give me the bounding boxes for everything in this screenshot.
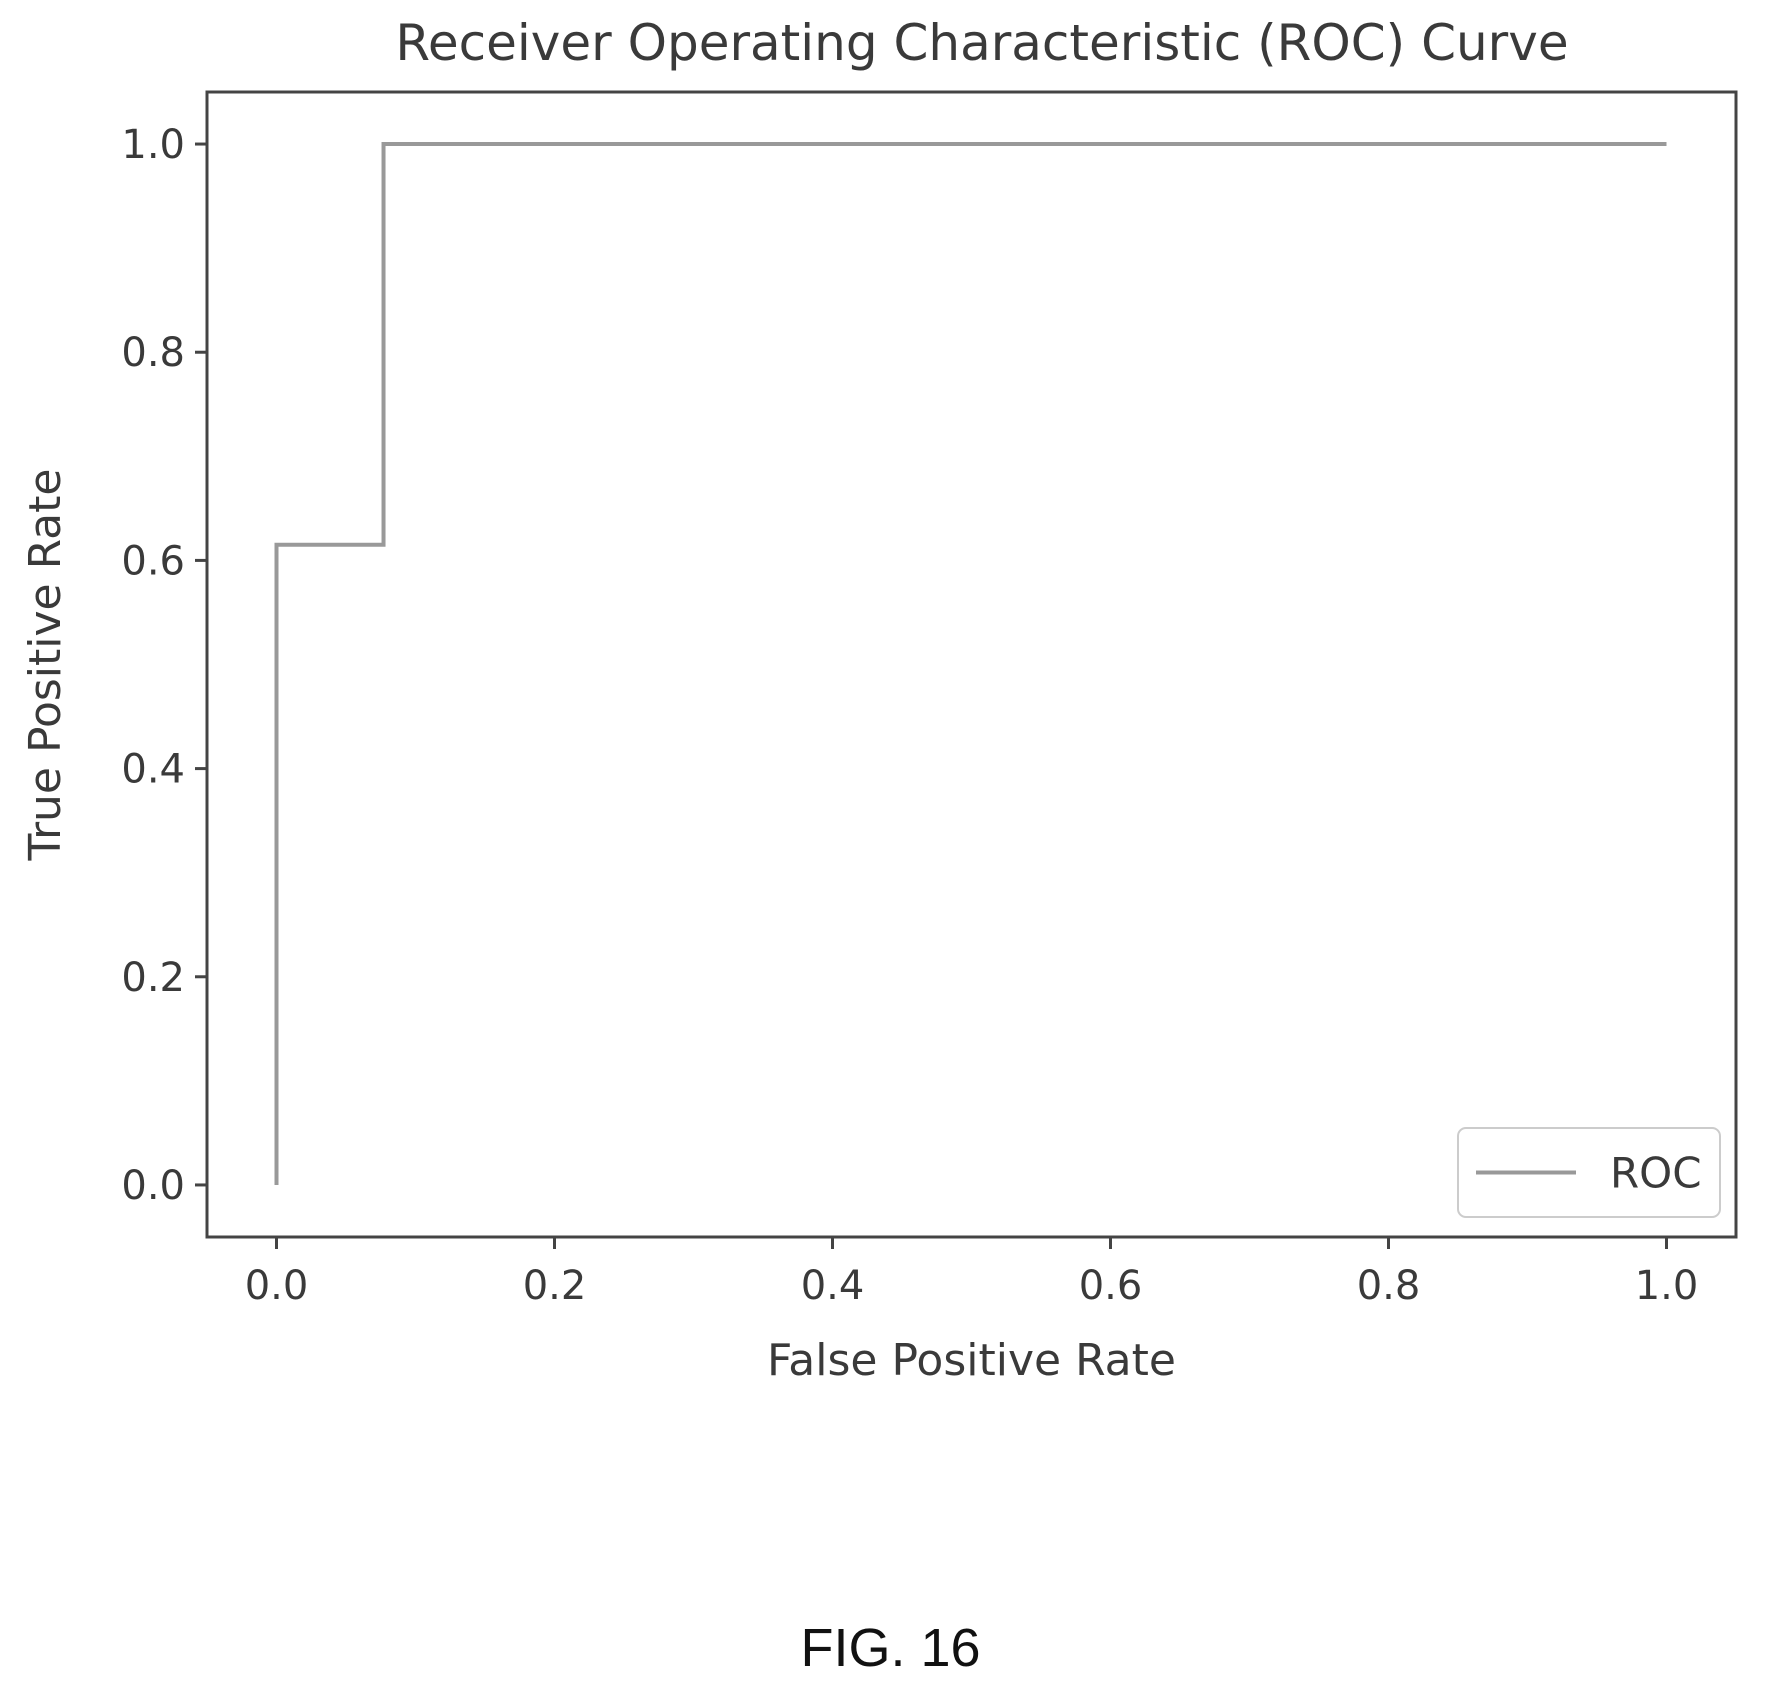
y-tick-label: 1.0 (121, 122, 185, 168)
legend: ROC (1457, 1127, 1721, 1218)
legend-label-roc: ROC (1610, 1149, 1702, 1198)
y-tick-label: 0.4 (121, 747, 185, 793)
y-tick-label: 0.0 (121, 1163, 185, 1209)
chart-title: Receiver Operating Characteristic (ROC) … (395, 14, 1568, 72)
x-tick-label: 0.4 (801, 1263, 865, 1309)
legend-box (1457, 1127, 1721, 1218)
series-line-roc (274, 142, 1667, 1185)
y-axis-title: True Positive Rate (20, 469, 71, 862)
x-axis-ticks: 0.0 0.2 0.4 0.6 0.8 1.0 (245, 1237, 1699, 1309)
x-tick-label: 0.2 (523, 1263, 587, 1309)
x-tick-label: 0.0 (245, 1263, 309, 1309)
y-tick-label: 0.6 (121, 538, 185, 584)
y-axis-ticks: 0.0 0.2 0.4 0.6 0.8 1.0 (121, 122, 207, 1209)
plot-area (205, 90, 1738, 1239)
x-tick-label: 0.8 (1357, 1263, 1421, 1309)
x-tick-label: 1.0 (1635, 1263, 1699, 1309)
series-layer (274, 142, 1667, 1185)
y-tick-label: 0.8 (121, 330, 185, 376)
x-tick-label: 0.6 (1079, 1263, 1143, 1309)
y-tick-label: 0.2 (121, 955, 185, 1001)
x-axis-title: False Positive Rate (767, 1335, 1176, 1386)
figure-caption: FIG. 16 (800, 1618, 981, 1678)
